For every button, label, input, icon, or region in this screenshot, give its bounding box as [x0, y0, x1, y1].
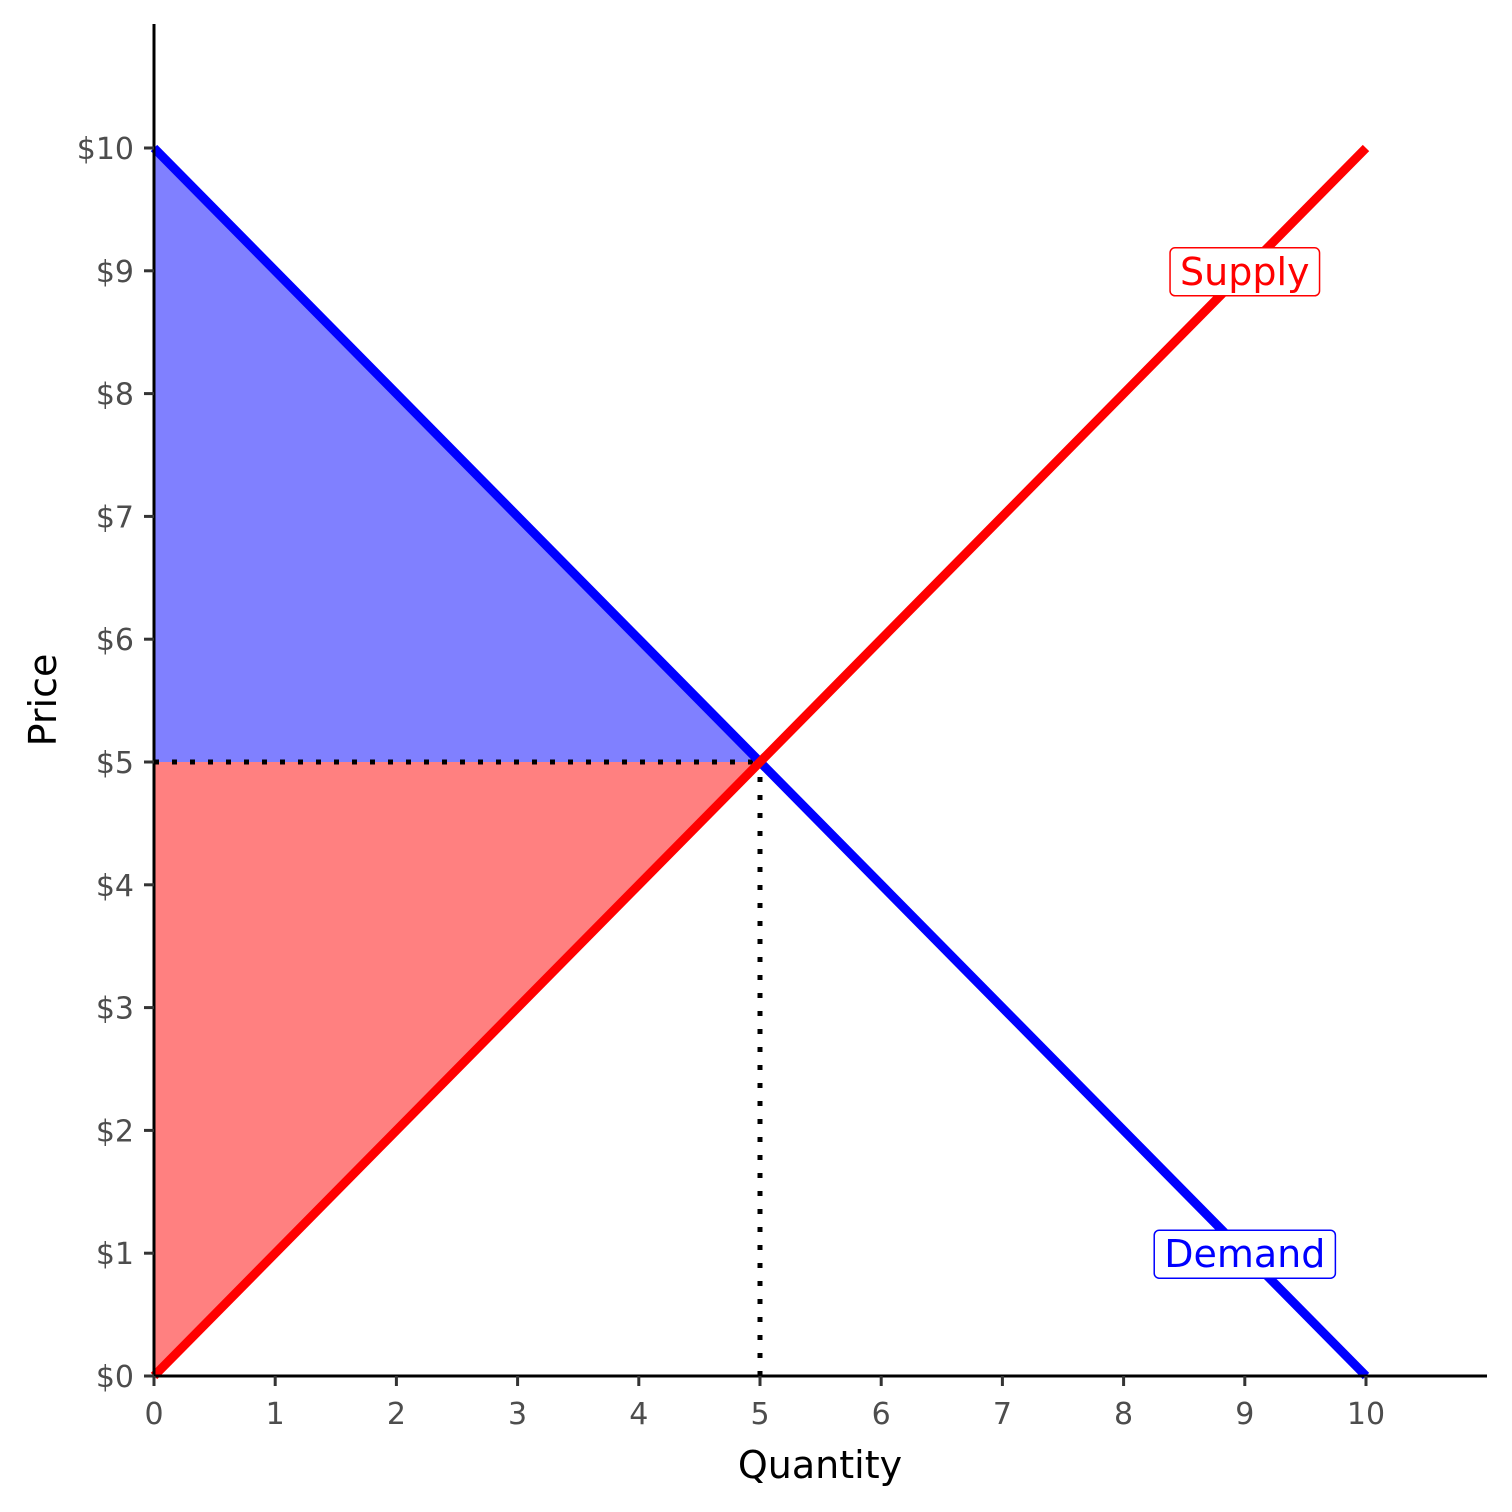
y-tick-label: $10 — [77, 132, 134, 167]
x-tick-label: 5 — [750, 1397, 769, 1432]
x-tick-label: 2 — [387, 1397, 406, 1432]
supply-label-box — [1169, 247, 1321, 297]
y-tick-label: $0 — [96, 1360, 134, 1395]
y-tick-label: $7 — [96, 500, 134, 535]
x-tick-label: 1 — [266, 1397, 285, 1432]
reference-lines — [154, 759, 763, 1376]
curve-labels: Supply Demand — [1153, 247, 1337, 1279]
curves — [150, 144, 1370, 1380]
supply-curve — [150, 144, 1370, 1380]
y-tick-label: $4 — [96, 869, 134, 904]
x-tick-label: 7 — [993, 1397, 1012, 1432]
demand-label: Demand — [1153, 1229, 1337, 1279]
y-tick-label: $3 — [96, 992, 134, 1027]
y-tick-label: $2 — [96, 1114, 134, 1149]
y-tick-label: $5 — [96, 746, 134, 781]
x-tick-label: 3 — [508, 1397, 527, 1432]
demand-label-box — [1153, 1229, 1337, 1279]
x-axis-title: Quantity — [738, 1443, 902, 1487]
x-tick-label: 8 — [1114, 1397, 1133, 1432]
y-axis-title: Price — [21, 654, 65, 747]
x-tick-label: 6 — [872, 1397, 891, 1432]
x-tick-label: 0 — [144, 1397, 163, 1432]
y-tick-label: $8 — [96, 378, 134, 413]
supply-label: Supply — [1169, 247, 1321, 297]
y-tick-label: $6 — [96, 623, 134, 658]
y-tick-label: $1 — [96, 1237, 134, 1272]
x-tick-label: 9 — [1235, 1397, 1254, 1432]
demand-label-text: Demand — [1164, 1232, 1325, 1276]
supply-label-text: Supply — [1180, 250, 1310, 294]
x-tick-label: 4 — [629, 1397, 648, 1432]
x-tick-label: 10 — [1347, 1397, 1385, 1432]
axes: 0 1 2 3 4 5 6 7 8 9 10 $0 $1 $2 $3 $4 $5 $6 $7 $8 $9 $10 — [77, 24, 1487, 1432]
y-tick-label: $9 — [96, 255, 134, 290]
